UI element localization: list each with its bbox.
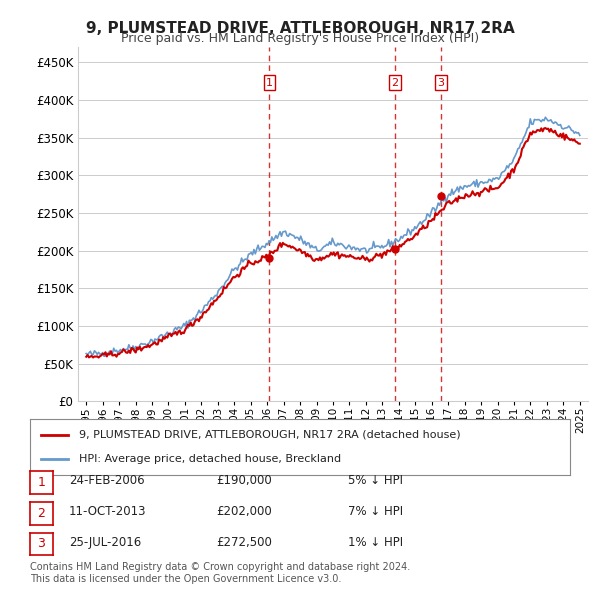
Text: £272,500: £272,500 bbox=[216, 536, 272, 549]
Text: 1% ↓ HPI: 1% ↓ HPI bbox=[348, 536, 403, 549]
Text: 24-FEB-2006: 24-FEB-2006 bbox=[69, 474, 145, 487]
Text: 5% ↓ HPI: 5% ↓ HPI bbox=[348, 474, 403, 487]
Text: 1: 1 bbox=[266, 78, 273, 87]
Text: 25-JUL-2016: 25-JUL-2016 bbox=[69, 536, 141, 549]
Text: 9, PLUMSTEAD DRIVE, ATTLEBOROUGH, NR17 2RA: 9, PLUMSTEAD DRIVE, ATTLEBOROUGH, NR17 2… bbox=[86, 21, 514, 35]
Text: 11-OCT-2013: 11-OCT-2013 bbox=[69, 505, 146, 518]
Text: 9, PLUMSTEAD DRIVE, ATTLEBOROUGH, NR17 2RA (detached house): 9, PLUMSTEAD DRIVE, ATTLEBOROUGH, NR17 2… bbox=[79, 430, 460, 440]
Text: £190,000: £190,000 bbox=[216, 474, 272, 487]
Text: 3: 3 bbox=[37, 537, 46, 550]
Text: 3: 3 bbox=[437, 78, 445, 87]
Text: 1: 1 bbox=[37, 476, 46, 489]
Text: 2: 2 bbox=[37, 507, 46, 520]
Text: 2: 2 bbox=[392, 78, 399, 87]
Text: 7% ↓ HPI: 7% ↓ HPI bbox=[348, 505, 403, 518]
Text: Price paid vs. HM Land Registry's House Price Index (HPI): Price paid vs. HM Land Registry's House … bbox=[121, 32, 479, 45]
Text: Contains HM Land Registry data © Crown copyright and database right 2024.
This d: Contains HM Land Registry data © Crown c… bbox=[30, 562, 410, 584]
Text: £202,000: £202,000 bbox=[216, 505, 272, 518]
Text: HPI: Average price, detached house, Breckland: HPI: Average price, detached house, Brec… bbox=[79, 454, 341, 464]
